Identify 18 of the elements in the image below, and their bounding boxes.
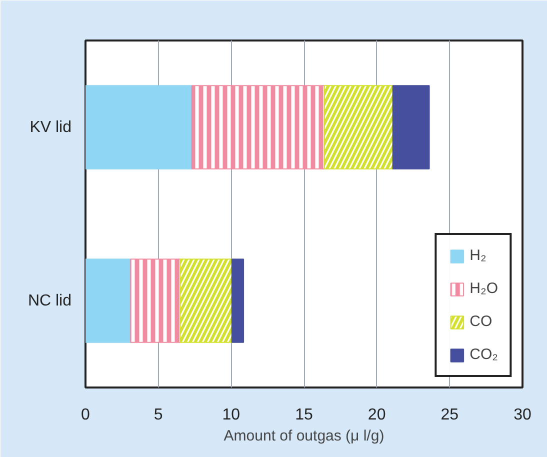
x-tick-label: 20 <box>368 406 386 424</box>
x-tick-label: 5 <box>154 406 163 424</box>
x-tick-label: 30 <box>514 406 532 424</box>
x-tick-label: 15 <box>295 406 313 424</box>
x-axis-title: Amount of outgas (μ l/g) <box>224 428 384 444</box>
x-tick-label: 0 <box>81 406 90 424</box>
bar <box>86 258 132 343</box>
x-tick-label: 25 <box>440 406 459 424</box>
bar <box>392 85 430 170</box>
bar <box>86 85 192 170</box>
y-tick-label: NC lid <box>28 292 72 310</box>
bar <box>231 258 244 343</box>
legend-label: CO₂ <box>470 346 498 363</box>
legend-label: CO <box>470 313 492 330</box>
x-tick-label: 10 <box>222 406 240 424</box>
legend-label: H₂ <box>470 247 488 264</box>
legend-label: H₂O <box>470 280 498 297</box>
y-tick-label: KV lid <box>30 118 72 136</box>
